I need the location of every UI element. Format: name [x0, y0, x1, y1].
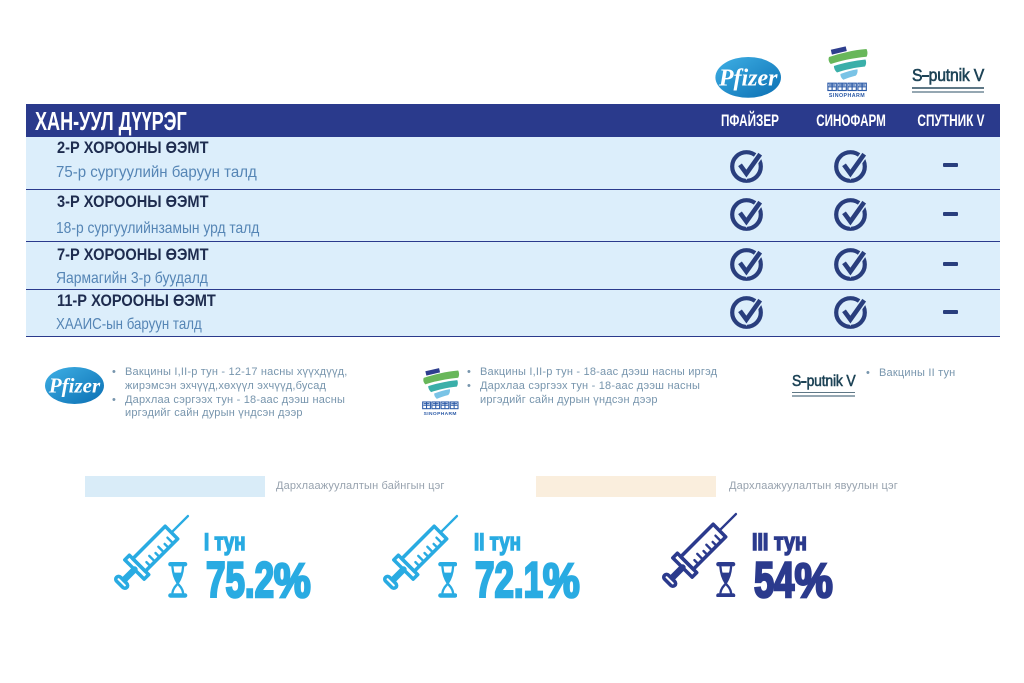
svg-text:Pfizer: Pfizer: [48, 374, 101, 398]
svg-text:Pfizer: Pfizer: [718, 66, 778, 92]
